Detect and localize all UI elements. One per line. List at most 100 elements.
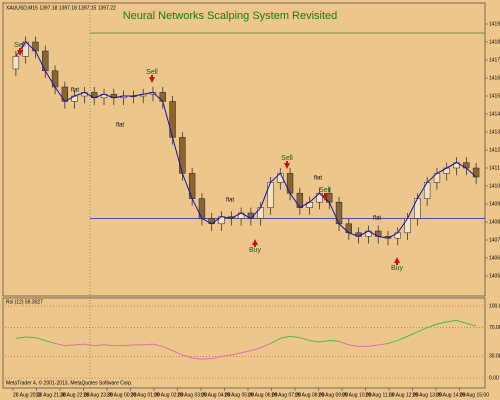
rsi-line — [221, 354, 232, 357]
signal-label: flat — [226, 198, 234, 204]
x-tick-label: 29 Aug 11:00 — [366, 392, 395, 398]
rsi-tick-label: 30.00 — [489, 354, 500, 360]
y-tick-label: 1418.00 — [489, 39, 500, 45]
signal-label: Sell — [146, 69, 158, 76]
signal-label: Buy — [249, 247, 262, 254]
rsi-line — [182, 354, 193, 359]
price-panel — [2, 2, 486, 297]
x-tick-label: 29 Aug 08:00 — [295, 392, 325, 398]
y-tick-label: 1413.00 — [489, 129, 500, 135]
candle-body — [286, 173, 294, 194]
signal-label: Buy — [391, 265, 404, 272]
indicator-label: Rsi (12) 59.3027 — [6, 299, 43, 305]
rsi-line — [280, 335, 291, 339]
y-tick-label: 1408.00 — [489, 219, 500, 225]
y-tick-label: 1414.00 — [489, 111, 500, 117]
y-tick-label: 1412.00 — [489, 147, 500, 153]
candle-body — [335, 201, 343, 225]
candle-body — [179, 137, 186, 174]
signal-label: flat — [373, 216, 381, 222]
rsi-line — [378, 342, 389, 346]
x-tick-label: 29 Aug 13:00 — [413, 392, 443, 398]
rsi-line — [15, 336, 26, 339]
candle-body — [414, 198, 421, 219]
copyright: MetaTrader 4, © 2001-2013, MetaQuotes So… — [6, 379, 132, 386]
x-tick-label: 29 Aug 15:00 — [460, 392, 490, 398]
rsi-line — [436, 321, 447, 325]
rsi-line — [64, 344, 75, 347]
y-tick-label: 1406.00 — [489, 255, 500, 261]
rsi-line — [338, 340, 349, 346]
rsi-line — [103, 344, 114, 347]
rsi-line — [84, 343, 95, 347]
signal-label: Sell — [319, 187, 331, 194]
rsi-line — [348, 344, 359, 347]
rsi-line — [407, 331, 418, 337]
x-tick-label: 29 Aug 02:00 — [154, 392, 184, 398]
y-tick-label: 1416.00 — [489, 75, 500, 81]
y-tick-label: 1410.00 — [489, 183, 500, 189]
x-tick-label: 29 Aug 05:00 — [225, 392, 255, 398]
sell-arrow — [322, 193, 328, 201]
x-tick-label: 28 Aug 23:30 — [84, 392, 114, 398]
rsi-line — [329, 340, 340, 342]
rsi-line — [456, 319, 467, 324]
candle-body — [188, 173, 196, 199]
rsi-line — [152, 343, 163, 347]
rsi-tick-label: 0.00 — [489, 375, 499, 381]
x-tick-label: 29 Aug 12:00 — [389, 392, 419, 398]
rsi-line — [289, 335, 300, 339]
signal-label: flat — [116, 123, 124, 129]
sell-arrow — [284, 161, 290, 169]
rsi-line — [162, 345, 173, 352]
indicator-panel — [2, 297, 486, 389]
signal-label: Sell — [14, 42, 26, 49]
x-tick-label: 28 Aug 21:30 — [37, 392, 67, 398]
y-tick-label: 1407.00 — [489, 237, 500, 243]
rsi-line — [299, 337, 310, 342]
x-tick-label: 29 Aug 14:00 — [436, 392, 466, 398]
rsi-line — [74, 343, 85, 346]
symbol-header: XAUUSD,M15 1397.18 1397.18 1397.15 1397.… — [6, 5, 116, 11]
x-tick-label: 29 Aug 07:00 — [272, 392, 302, 398]
rsi-line — [387, 340, 398, 344]
rsi-line — [319, 340, 330, 343]
x-tick-label: 29 Aug 09:00 — [319, 392, 349, 398]
x-tick-label: 29 Aug 06:00 — [248, 392, 278, 398]
candle-body — [42, 50, 49, 72]
sell-arrow — [149, 75, 155, 83]
rsi-line — [446, 319, 457, 323]
rsi-tick-label: 70.00 — [489, 325, 500, 331]
rsi-line — [270, 337, 281, 344]
x-tick-label: 29 Aug 04:00 — [201, 392, 231, 398]
rsi-line — [94, 344, 105, 347]
rsi-line — [25, 336, 36, 339]
candle-body — [267, 182, 274, 208]
candle-body — [169, 101, 176, 138]
x-tick-label: 28 Aug 22:00 — [60, 392, 90, 398]
buy-arrow — [252, 239, 258, 247]
chart-title: Neural Networks Scalping System Revisite… — [123, 10, 338, 22]
candle-body — [198, 198, 206, 219]
signal-label: Sell — [281, 155, 293, 162]
rsi-line — [211, 355, 222, 360]
candle-body — [423, 182, 431, 199]
candle-body — [12, 56, 20, 70]
y-tick-label: 1419.00 — [489, 21, 500, 27]
y-tick-label: 1415.00 — [489, 93, 500, 99]
rsi-line — [192, 357, 203, 360]
rsi-line — [45, 340, 56, 344]
signal-label: flat — [71, 88, 79, 94]
rsi-line — [397, 335, 408, 342]
rsi-line — [368, 344, 379, 347]
rsi-line — [240, 350, 252, 354]
rsi-line — [426, 323, 438, 329]
rsi-line — [143, 343, 154, 346]
sell-arrow — [17, 48, 23, 56]
y-tick-label: 1417.00 — [489, 57, 500, 63]
x-tick-label: 28 Aug 2013 — [13, 392, 41, 398]
rsi-line — [417, 327, 428, 333]
buy-arrow — [394, 257, 400, 265]
